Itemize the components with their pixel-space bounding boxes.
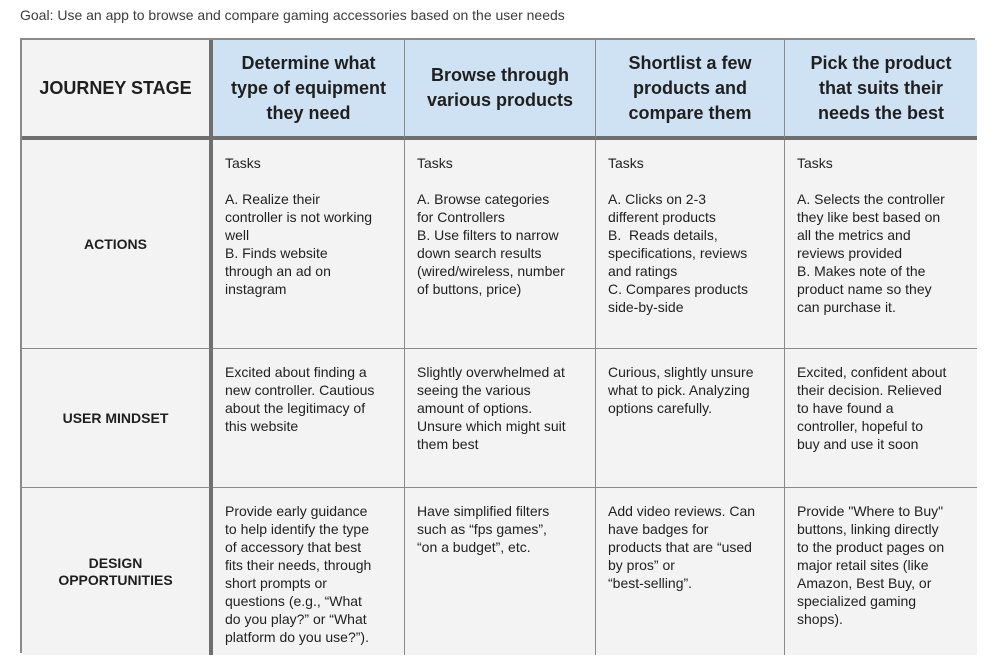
table-cell: Have simplified filters such as “fps gam… <box>405 488 596 655</box>
table-cell: Add video reviews. Can have badges for p… <box>596 488 785 655</box>
stage-header: Shortlist a few products and compare the… <box>596 40 785 140</box>
table-cell: Curious, slightly unsure what to pick. A… <box>596 349 785 488</box>
stage-header: Determine what type of equipment they ne… <box>213 40 405 140</box>
journey-stage-label: JOURNEY STAGE <box>22 40 213 140</box>
table-cell: Provide early guidance to help identify … <box>213 488 405 655</box>
table-cell: Tasks A. Browse categories for Controlle… <box>405 140 596 349</box>
row-label-design-opportunities: DESIGN OPPORTUNITIES <box>22 488 213 655</box>
table-cell: Tasks A. Clicks on 2-3 different product… <box>596 140 785 349</box>
journey-map-table: JOURNEY STAGE Determine what type of equ… <box>20 38 977 655</box>
table-cell: Tasks A. Realize their controller is not… <box>213 140 405 349</box>
stage-header: Browse through various products <box>405 40 596 140</box>
table-cell: Excited about finding a new controller. … <box>213 349 405 488</box>
row-label-actions: ACTIONS <box>22 140 213 349</box>
table-cell: Provide "Where to Buy" buttons, linking … <box>785 488 977 655</box>
table-cell: Tasks A. Selects the controller they lik… <box>785 140 977 349</box>
table-cell: Slightly overwhelmed at seeing the vario… <box>405 349 596 488</box>
row-label-user-mindset: USER MINDSET <box>22 349 213 488</box>
stage-header: Pick the product that suits their needs … <box>785 40 977 140</box>
table-cell: Excited, confident about their decision.… <box>785 349 977 488</box>
goal-text: Goal: Use an app to browse and compare g… <box>20 7 565 23</box>
